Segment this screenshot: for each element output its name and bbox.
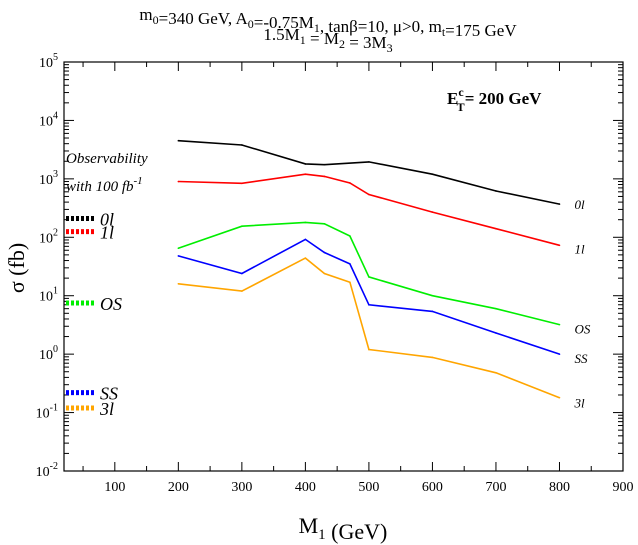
data-point-3l [323,272,326,275]
data-point-1l [177,180,180,183]
data-point-os [177,247,180,250]
data-point-3l [431,356,434,359]
x-tick-label: 300 [231,480,252,495]
observability-label-0l: 0l [100,209,114,229]
data-point-3l [304,257,307,259]
series-line-0l [178,139,560,205]
observability-label-1l: 1l [100,223,114,243]
y-tick-label: 102 [39,227,58,246]
data-point-ss [558,353,561,355]
data-point-ss [495,332,497,334]
data-point-3l [368,348,370,351]
data-point-3l [177,282,180,285]
data-point-ss [349,263,351,265]
series-end-label-1l: 1l [574,241,585,256]
x-tick-label: 700 [485,480,506,495]
data-point-3l [349,281,351,284]
data-point-ss [431,310,434,313]
data-point-1l [431,211,434,213]
y-tick-label: 101 [39,286,58,305]
data-point-0l [558,203,561,205]
data-point-3l [241,290,243,292]
x-tick-label: 600 [422,480,443,495]
data-point-os [368,276,370,278]
x-tick-label: 400 [295,480,316,495]
data-point-os [558,323,561,326]
x-tick-label: 500 [358,480,379,495]
data-point-ss [368,303,370,306]
series-line-3l [178,257,560,399]
series-line-ss [178,238,560,355]
data-point-1l [558,244,561,247]
y-axis-title: σ (fb) [4,243,29,293]
x-tick-label: 900 [613,480,634,495]
data-point-ss [304,238,307,241]
y-tick-label: 105 [39,52,58,71]
observability-label-os: OS [100,294,122,314]
plot-frame [63,61,624,472]
data-point-ss [241,272,243,275]
y-tick-label: 10-2 [36,461,58,480]
data-point-1l [323,175,326,178]
ect-annotation: Ec T= 200 GeV [447,85,542,114]
data-point-0l [495,190,497,192]
data-point-ss [177,255,180,257]
data-point-os [495,307,497,310]
data-point-0l [304,163,307,165]
x-tick-label: 800 [549,480,570,495]
observability-label-ss: SS [100,384,118,404]
data-point-1l [368,193,370,196]
y-tick-label: 103 [39,169,58,188]
data-point-1l [495,227,497,230]
data-point-1l [241,182,243,185]
data-point-1l [349,182,351,184]
series-line-os [178,221,560,326]
data-point-os [349,235,351,237]
data-point-3l [495,371,497,374]
series-end-label-3l: 3l [573,396,585,411]
observability-title: Observability [66,151,148,167]
x-tick-label: 100 [104,480,125,495]
data-point-0l [323,163,326,166]
data-point-os [241,225,243,227]
data-point-3l [558,396,561,399]
chart-title-line-1: m0=340 GeV, A0=-0.75M1, tanβ=10, μ>0, mt… [139,5,517,40]
chart-title-line-2: 1.5M1 = M2 = 3M3 [263,25,392,55]
data-point-0l [431,173,434,176]
series-end-label-ss: SS [574,351,588,366]
y-tick-label: 100 [39,344,58,363]
observability-subtitle: with 100 fb-1 [66,175,143,195]
data-point-ss [323,251,326,254]
observability-label-3l: 3l [99,399,114,419]
x-tick-label: 200 [168,480,189,495]
data-point-0l [368,161,370,163]
y-tick-label: 10-1 [36,403,58,422]
data-point-os [431,294,434,297]
data-point-0l [241,144,243,146]
data-point-os [304,221,307,224]
series-end-label-0l: 0l [574,197,585,212]
series-line-1l [178,173,560,247]
series-end-label-os: OS [574,322,590,337]
data-point-0l [177,139,180,142]
x-axis-title: M1 (GeV) [299,513,388,544]
data-point-os [323,223,326,225]
data-point-1l [304,173,307,176]
y-tick-label: 104 [39,110,58,129]
